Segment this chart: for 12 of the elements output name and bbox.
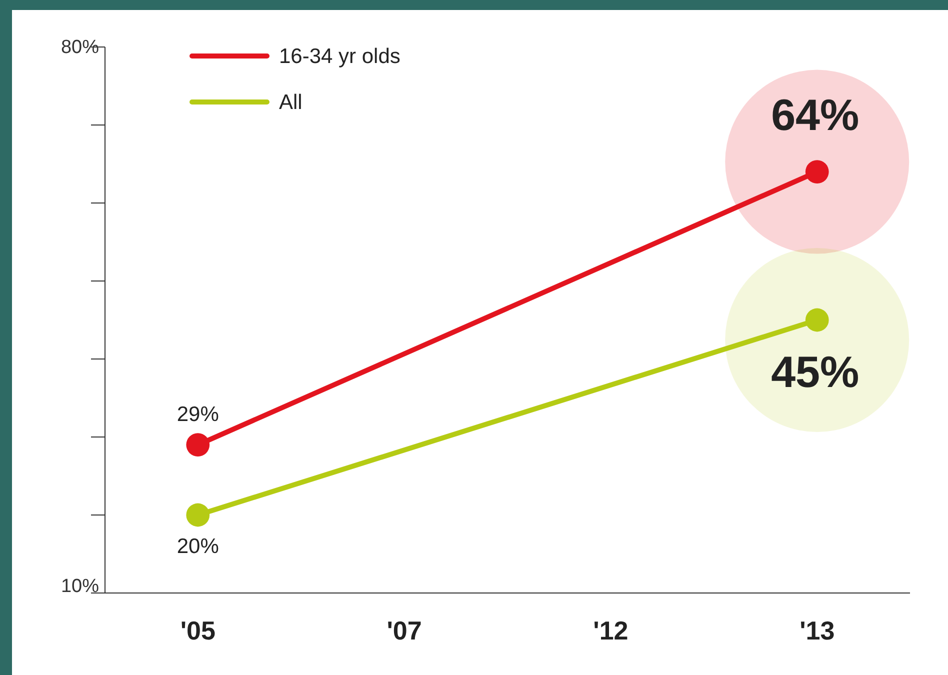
data-label: 45% bbox=[771, 348, 860, 397]
y-tick-label: 80% bbox=[60, 37, 100, 58]
legend-label: All bbox=[279, 91, 302, 114]
data-label: 20% bbox=[176, 535, 219, 558]
x-tick-label: '12 bbox=[593, 615, 628, 646]
x-tick-label: '07 bbox=[386, 615, 422, 646]
x-tick-label: '13 bbox=[800, 615, 835, 646]
legend-label: 16-34 yr olds bbox=[279, 45, 400, 68]
x-tick-label: '05 bbox=[180, 615, 216, 646]
data-label: 64% bbox=[771, 90, 860, 140]
data-label: 29% bbox=[176, 402, 219, 426]
y-tick-label: 10% bbox=[60, 576, 100, 598]
